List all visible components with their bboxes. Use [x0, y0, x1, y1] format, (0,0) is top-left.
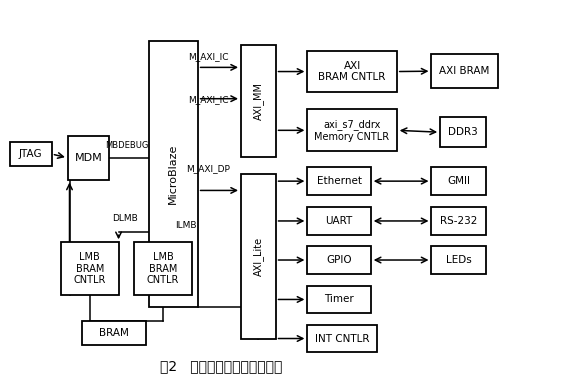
Text: ILMB: ILMB [175, 221, 197, 230]
FancyBboxPatch shape [68, 136, 109, 180]
FancyBboxPatch shape [148, 41, 198, 307]
Text: AXI
BRAM CNTLR: AXI BRAM CNTLR [318, 61, 386, 83]
FancyBboxPatch shape [82, 321, 146, 345]
Text: AXI BRAM: AXI BRAM [440, 66, 490, 76]
FancyBboxPatch shape [307, 207, 371, 235]
Text: GPIO: GPIO [327, 255, 352, 265]
FancyBboxPatch shape [440, 117, 486, 147]
Text: LMB
BRAM
CNTLR: LMB BRAM CNTLR [147, 252, 179, 285]
FancyBboxPatch shape [432, 55, 498, 88]
Text: MicroBlaze: MicroBlaze [168, 144, 178, 204]
FancyBboxPatch shape [307, 286, 371, 313]
Text: MDM: MDM [75, 153, 103, 163]
FancyBboxPatch shape [307, 246, 371, 274]
Text: LEDs: LEDs [446, 255, 472, 265]
Text: LMB
BRAM
CNTLR: LMB BRAM CNTLR [74, 252, 106, 285]
FancyBboxPatch shape [307, 167, 371, 195]
Text: UART: UART [325, 216, 353, 226]
Text: M_AXI_IC: M_AXI_IC [188, 52, 229, 61]
Text: M_AXI_DP: M_AXI_DP [186, 164, 230, 173]
Text: BRAM: BRAM [99, 328, 129, 338]
Text: AXI_Lite: AXI_Lite [253, 237, 264, 276]
FancyBboxPatch shape [241, 174, 276, 339]
FancyBboxPatch shape [241, 45, 276, 157]
FancyBboxPatch shape [307, 110, 397, 151]
FancyBboxPatch shape [432, 246, 486, 274]
Text: Ethernet: Ethernet [317, 176, 361, 186]
Text: M_AXI_IC: M_AXI_IC [188, 96, 229, 105]
FancyBboxPatch shape [10, 142, 52, 166]
Text: Timer: Timer [324, 295, 354, 304]
FancyBboxPatch shape [432, 207, 486, 235]
Text: JTAG: JTAG [19, 149, 43, 159]
FancyBboxPatch shape [307, 51, 397, 92]
FancyBboxPatch shape [134, 242, 192, 295]
Text: INT CNTLR: INT CNTLR [315, 333, 369, 343]
FancyBboxPatch shape [307, 325, 376, 352]
FancyBboxPatch shape [432, 167, 486, 195]
Text: DDR3: DDR3 [448, 127, 478, 137]
Text: DLMB: DLMB [113, 214, 139, 223]
Text: RS-232: RS-232 [440, 216, 477, 226]
FancyBboxPatch shape [61, 242, 118, 295]
Text: axi_s7_ddrx
Memory CNTLR: axi_s7_ddrx Memory CNTLR [314, 119, 390, 142]
Text: MBDEBUG: MBDEBUG [106, 141, 149, 151]
Text: 图2   系统各功能模块连接框图: 图2 系统各功能模块连接框图 [160, 359, 282, 373]
Text: AXI_MM: AXI_MM [253, 82, 264, 120]
Text: GMII: GMII [447, 176, 470, 186]
